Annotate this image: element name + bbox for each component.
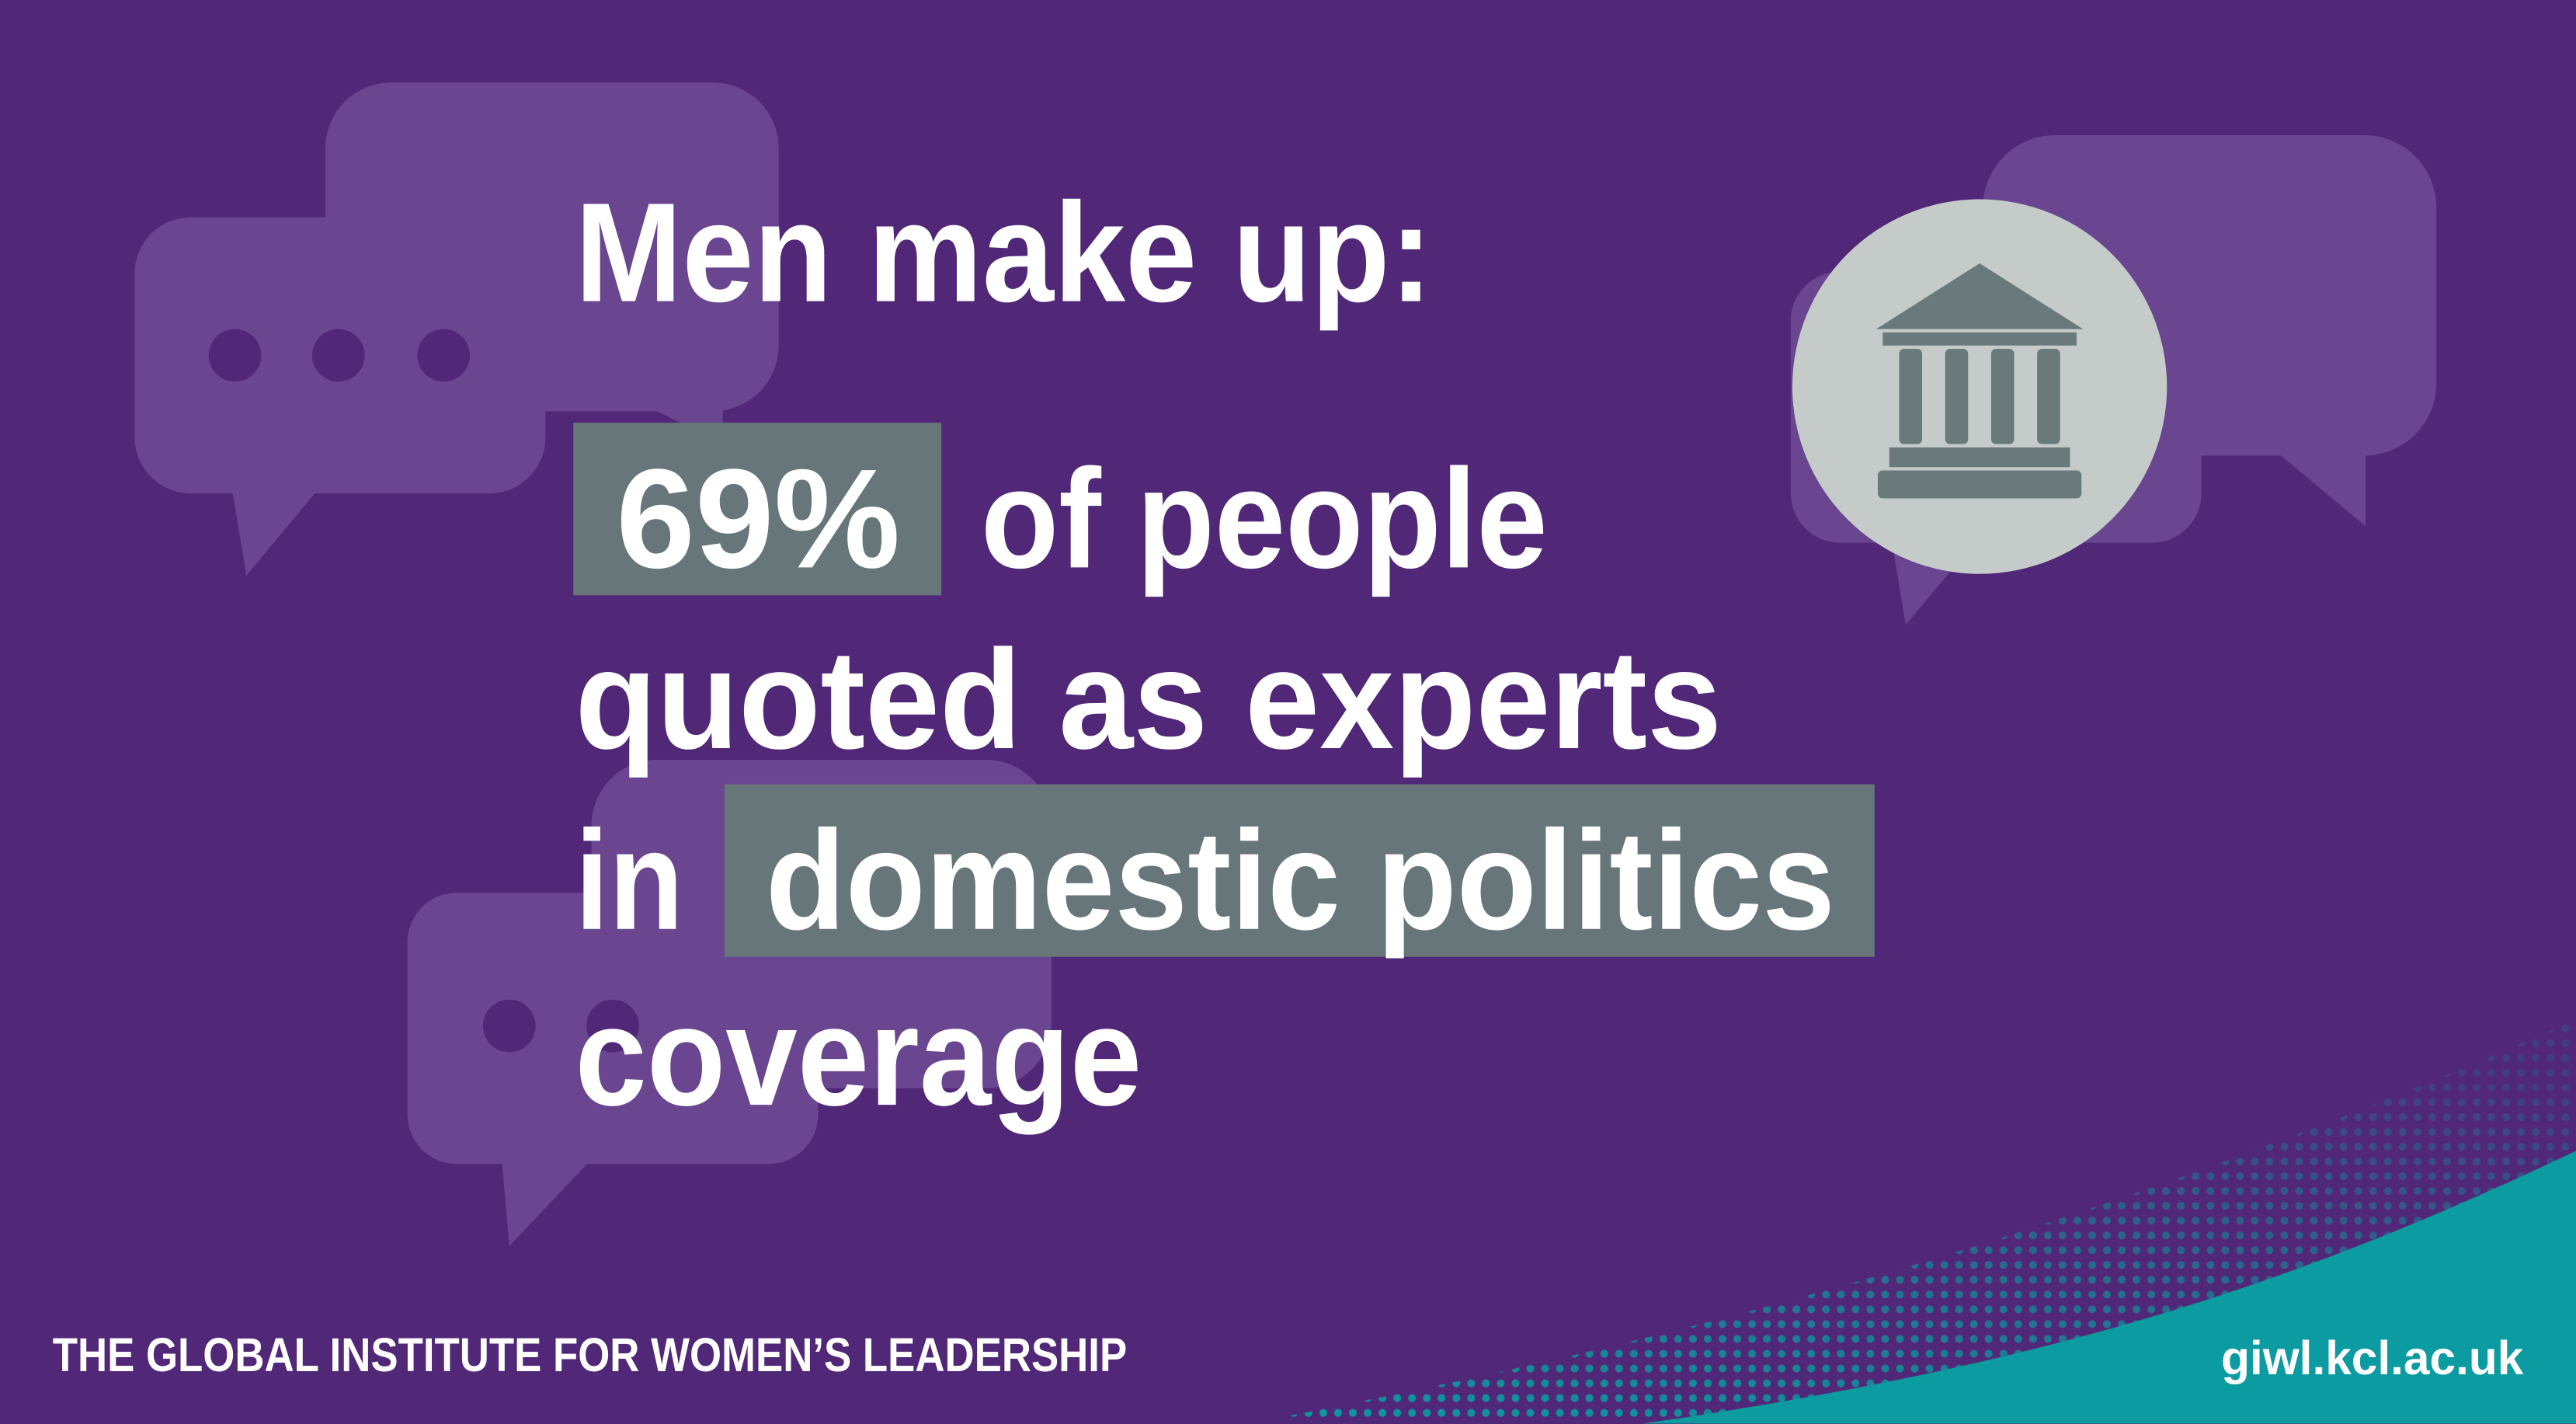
statement-text: coverage [575,977,1142,1135]
organization: THE GLOBAL INSTITUTE FOR WOMEN’S LEADERS… [53,1328,1127,1381]
url: giwl.kcl.ac.uk [2221,1331,2524,1384]
teal-wave [1643,1151,2576,1424]
statement-text: in [575,801,683,959]
highlight-text: 69% [616,439,900,597]
building-icon [1792,199,2168,574]
highlight-box [573,423,942,596]
highlight-box [724,784,1875,957]
highlight-text: domestic politics [766,801,1835,959]
headline: Men make up: [575,173,1432,332]
statement-text: of people [981,439,1548,597]
statement-text: quoted as experts [575,620,1722,778]
bubble-dots [208,329,639,1053]
